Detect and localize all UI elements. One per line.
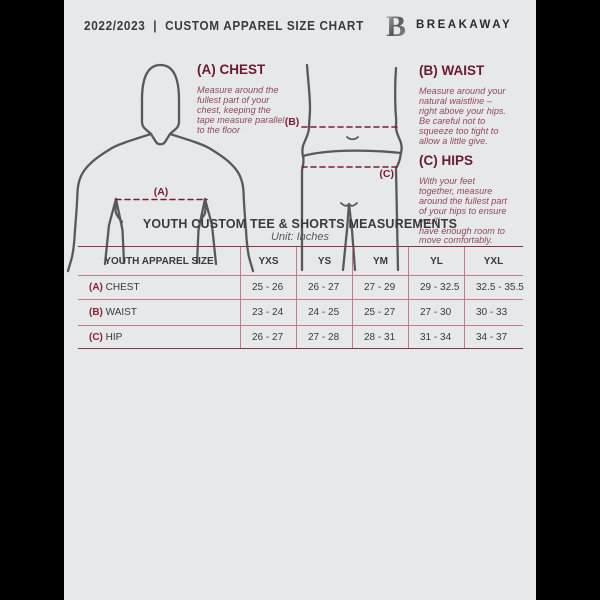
svg-text:(B): (B) (285, 116, 300, 128)
svg-text:(A): (A) (154, 186, 169, 198)
svg-text:(C): (C) (379, 168, 394, 180)
svg-text:B: B (386, 10, 406, 43)
